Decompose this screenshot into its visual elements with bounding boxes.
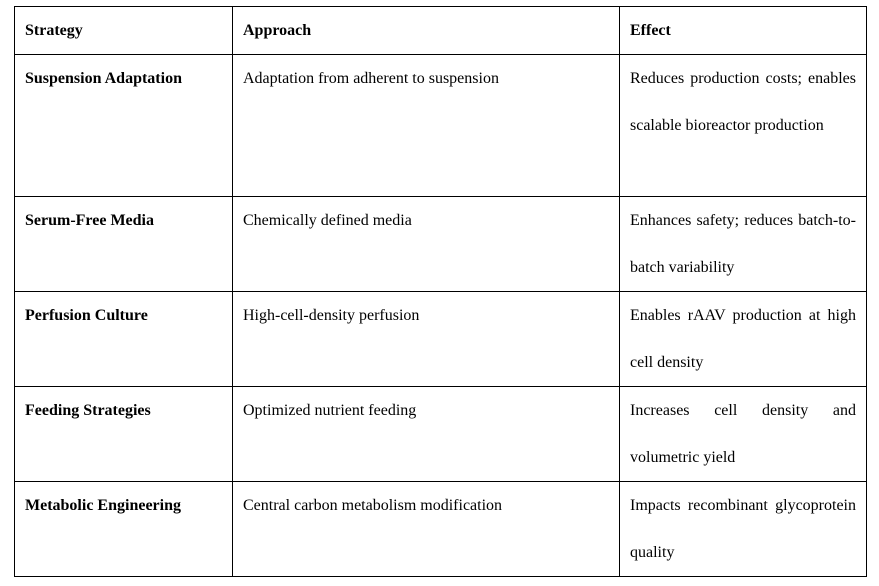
effect-cell: Enables rAAV production at high cell den… (619, 291, 867, 387)
header-row: Strategy Approach Effect (14, 6, 867, 55)
approach-cell: Adaptation from adherent to suspension (232, 54, 620, 197)
effect-cell: Reduces production costs; enables scalab… (619, 54, 867, 197)
effect-cell: Impacts recombinant glycoprotein quality (619, 481, 867, 577)
approach-cell: Optimized nutrient feeding (232, 386, 620, 482)
strategy-cell: Perfusion Culture (14, 291, 233, 387)
strategy-cell: Serum-Free Media (14, 196, 233, 292)
header-cell: Effect (619, 6, 867, 55)
approach-cell: Central carbon metabolism modification (232, 481, 620, 577)
approach-cell: Chemically defined media (232, 196, 620, 292)
strategy-cell: Feeding Strategies (14, 386, 233, 482)
table-row: Metabolic Engineering Central carbon meta… (14, 481, 867, 577)
header-cell: Strategy (14, 6, 233, 55)
table-row: Serum-Free Media Chemically defined media… (14, 196, 867, 292)
table-row: Feeding Strategies Optimized nutrient fee… (14, 386, 867, 482)
effect-cell: Increases cell density and volumetric yi… (619, 386, 867, 482)
effect-cell: Enhances safety; reduces batch-to-batch … (619, 196, 867, 292)
approach-cell: High-cell-density perfusion (232, 291, 620, 387)
strategy-cell: Suspension Adaptation (14, 54, 233, 197)
header-cell: Approach (232, 6, 620, 55)
table-row: Suspension Adaptation Adaptation from adh… (14, 54, 867, 197)
table-body: Suspension Adaptation Adaptation from adh… (14, 54, 867, 577)
strategy-cell: Metabolic Engineering (14, 481, 233, 577)
table-row: Perfusion Culture High-cell-density perfu… (14, 291, 867, 387)
strategy-table: Strategy Approach Effect Suspension Adap… (14, 6, 867, 577)
